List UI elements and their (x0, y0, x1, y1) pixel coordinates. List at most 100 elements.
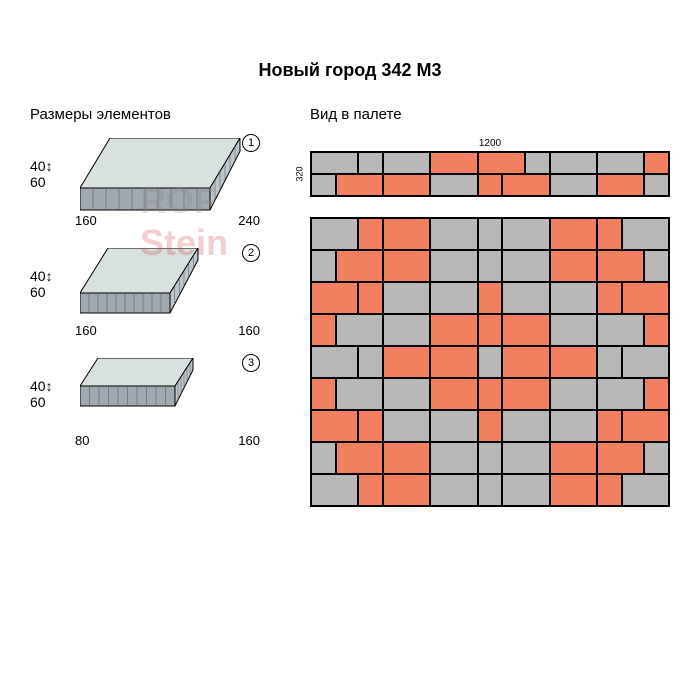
grid-cell (597, 218, 622, 250)
grid-cell (430, 410, 477, 442)
grid-cell (430, 346, 477, 378)
grid-row (311, 410, 669, 442)
grid-cell (622, 218, 669, 250)
grid-cell (622, 474, 669, 506)
grid-cell (644, 174, 669, 196)
block-3d-icon (80, 248, 230, 328)
grid-row (311, 174, 669, 196)
grid-cell (550, 346, 597, 378)
left-column: Размеры элементов 1 40↕60 160 240 2 40↕6… (30, 106, 280, 507)
left-header: Размеры элементов (30, 106, 280, 123)
grid-cell (644, 314, 669, 346)
grid-row (311, 152, 669, 174)
grid-cell (478, 378, 503, 410)
element-block-2: 2 40↕60 160 160 (30, 248, 280, 338)
grid-cell (430, 474, 477, 506)
grid-cell (311, 410, 358, 442)
grid-cell (597, 250, 644, 282)
grid-cell (550, 152, 597, 174)
grid-cell (478, 410, 503, 442)
grid-cell (597, 282, 622, 314)
grid-cell (502, 346, 549, 378)
element-length-dim: 160 (238, 433, 260, 448)
right-header: Вид в палете (310, 106, 670, 123)
grid-row (311, 314, 669, 346)
grid-row (311, 282, 669, 314)
grid-cell (550, 410, 597, 442)
grid-cell (502, 474, 549, 506)
grid-cell (622, 282, 669, 314)
grid-cell (311, 346, 358, 378)
grid-cell (597, 174, 644, 196)
element-length-dim: 240 (238, 213, 260, 228)
grid-cell (478, 174, 503, 196)
grid-cell (622, 346, 669, 378)
page-title: Новый город 342 М3 (30, 60, 670, 81)
grid-cell (644, 442, 669, 474)
grid-cell (550, 474, 597, 506)
grid-cell (383, 346, 430, 378)
grid-cell (502, 174, 549, 196)
grid-cell (550, 314, 597, 346)
grid-cell (430, 314, 477, 346)
block-3d-icon (80, 138, 260, 223)
grid-cell (478, 442, 503, 474)
grid-cell (336, 174, 383, 196)
element-badge: 2 (242, 244, 260, 262)
grid-cell (597, 346, 622, 378)
grid-cell (430, 442, 477, 474)
element-height-dims: 40↕60 (30, 268, 53, 300)
main-columns: Размеры элементов 1 40↕60 160 240 2 40↕6… (30, 106, 670, 507)
pallet-small-grid (310, 151, 670, 197)
grid-cell (478, 218, 503, 250)
grid-cell (311, 152, 358, 174)
grid-cell (311, 282, 358, 314)
grid-cell (478, 346, 503, 378)
grid-cell (644, 378, 669, 410)
pallet-height-label: 320 (295, 166, 305, 181)
grid-cell (502, 250, 549, 282)
grid-cell (311, 218, 358, 250)
grid-cell (502, 410, 549, 442)
grid-cell (336, 314, 383, 346)
grid-cell (336, 442, 383, 474)
grid-cell (478, 474, 503, 506)
grid-cell (478, 314, 503, 346)
element-badge: 3 (242, 354, 260, 372)
grid-cell (478, 250, 503, 282)
grid-row (311, 218, 669, 250)
grid-cell (383, 378, 430, 410)
grid-cell (430, 378, 477, 410)
grid-cell (597, 474, 622, 506)
grid-cell (550, 174, 597, 196)
right-column: Вид в палете 1200 320 (310, 106, 670, 507)
grid-cell (383, 442, 430, 474)
grid-cell (383, 152, 430, 174)
grid-cell (430, 282, 477, 314)
element-height-dims: 40↕60 (30, 158, 53, 190)
grid-cell (550, 282, 597, 314)
grid-cell (336, 250, 383, 282)
grid-cell (430, 152, 477, 174)
element-width-dim: 80 (75, 433, 89, 448)
grid-cell (383, 474, 430, 506)
grid-cell (597, 314, 644, 346)
grid-cell (430, 174, 477, 196)
grid-cell (502, 218, 549, 250)
grid-cell (430, 250, 477, 282)
grid-cell (550, 218, 597, 250)
grid-cell (311, 314, 336, 346)
grid-cell (311, 474, 358, 506)
element-height-dims: 40↕60 (30, 378, 53, 410)
grid-cell (311, 442, 336, 474)
grid-cell (525, 152, 550, 174)
grid-row (311, 250, 669, 282)
grid-cell (358, 282, 383, 314)
grid-cell (358, 474, 383, 506)
grid-cell (336, 378, 383, 410)
pallet-small-wrapper: 1200 320 (310, 138, 670, 197)
grid-cell (358, 346, 383, 378)
grid-cell (383, 218, 430, 250)
grid-cell (644, 152, 669, 174)
element-width-dim: 160 (75, 323, 97, 338)
